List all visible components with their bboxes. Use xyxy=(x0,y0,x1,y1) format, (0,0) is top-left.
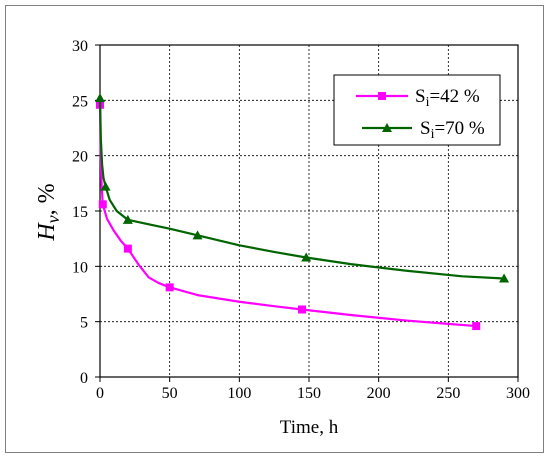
y-axis-label: Hv, % xyxy=(34,183,63,241)
data-point-si42 xyxy=(472,322,481,331)
legend-label-si42-base: S xyxy=(415,86,426,107)
legend-label-si70: Si=70 % xyxy=(420,118,485,142)
x-tick-label: 200 xyxy=(367,385,391,402)
series xyxy=(95,93,510,331)
data-point-si70 xyxy=(499,273,510,283)
data-point-si42 xyxy=(123,244,132,253)
legend-label-si42: Si=42 % xyxy=(415,86,480,110)
data-point-si42 xyxy=(98,200,107,209)
x-tick-label: 300 xyxy=(506,385,530,402)
legend-box xyxy=(333,74,501,146)
data-point-si42 xyxy=(298,305,307,314)
data-point-si70 xyxy=(122,214,133,224)
data-point-si70 xyxy=(95,93,105,103)
y-tick-label: 0 xyxy=(80,370,88,387)
y-axis-label-symbol: H xyxy=(34,222,60,242)
y-tick-label: 25 xyxy=(72,93,88,110)
legend: Si=42 % Si=70 % xyxy=(333,74,501,146)
series-line-si70 xyxy=(98,97,506,280)
y-tick-label: 5 xyxy=(80,315,88,332)
legend-label-si42-sub: i xyxy=(426,95,430,110)
data-point-si70 xyxy=(301,252,312,262)
x-tick-label: 250 xyxy=(436,385,460,402)
legend-label-si70-base: S xyxy=(420,118,431,139)
y-axis-label-subscript: v xyxy=(43,215,63,223)
y-tick-label: 20 xyxy=(72,149,88,166)
data-point-si70 xyxy=(100,181,111,191)
x-tick-label: 100 xyxy=(227,385,251,402)
y-tick-label: 30 xyxy=(72,38,88,55)
x-tick-label: 0 xyxy=(96,385,104,402)
ticks: 0 50 100 150 200 250 300 0 5 10 15 20 25 30 xyxy=(72,38,530,402)
data-point-si70 xyxy=(192,230,203,240)
legend-label-si70-rest: =70 % xyxy=(434,118,484,139)
legend-marker-si42 xyxy=(378,92,386,100)
x-axis-label: Time, h xyxy=(280,417,339,438)
x-tick-label: 150 xyxy=(297,385,321,402)
y-axis-label-unit: , % xyxy=(34,183,60,215)
legend-marker-si70 xyxy=(382,123,392,132)
x-tick-label: 50 xyxy=(162,385,178,402)
y-tick-label: 10 xyxy=(72,259,88,276)
data-point-si42 xyxy=(165,283,174,292)
legend-label-si70-sub: i xyxy=(431,127,435,142)
legend-label-si42-rest: =42 % xyxy=(429,86,479,107)
y-tick-label: 15 xyxy=(72,204,88,221)
